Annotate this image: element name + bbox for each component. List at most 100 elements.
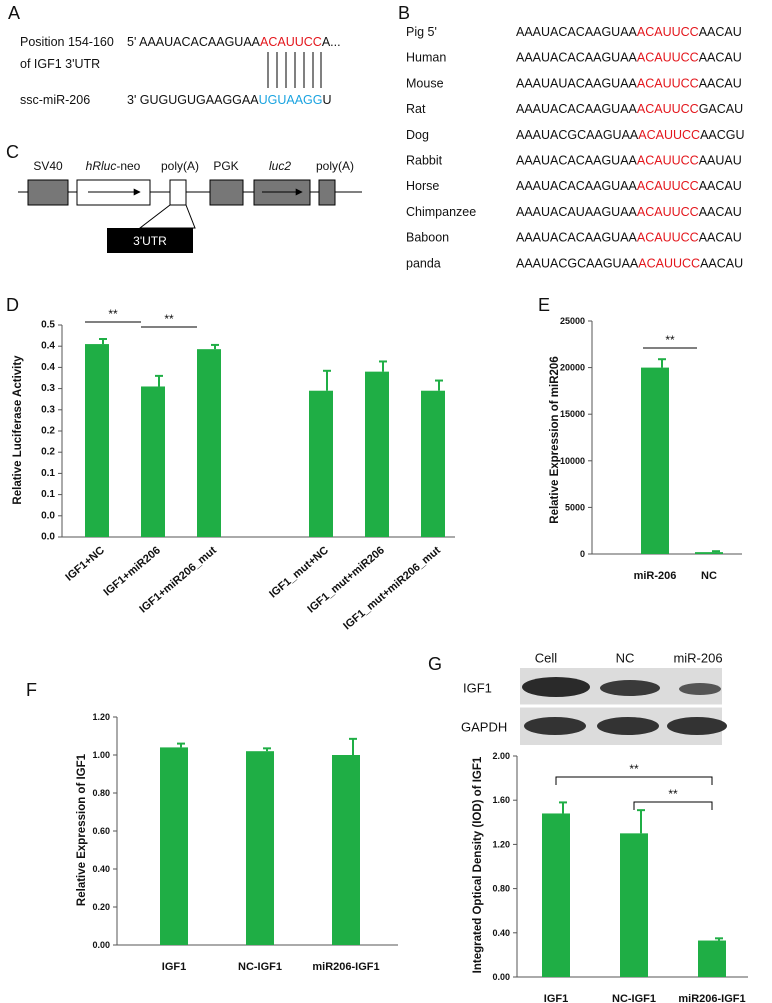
y-tick-label: 0.40 — [92, 864, 110, 874]
y-tick-label: 0 — [580, 549, 585, 559]
aligned-seq: AAAUACACAAGUAAACAUUCCAACAU — [516, 25, 742, 39]
y-tick-label: 0.00 — [92, 940, 110, 950]
species: Horse — [406, 179, 439, 193]
aligned-seq: AAAUACACAAGUAAACAUUCCAAUAU — [516, 154, 742, 168]
aligned-seq: AAAUACGCAAGUAAACAUUCCAACAU — [516, 256, 743, 270]
species: Baboon — [406, 231, 449, 245]
row-label: GAPDH — [461, 720, 507, 735]
y-tick-label: 1.20 — [492, 839, 510, 849]
y-tick-label: 0.00 — [492, 972, 510, 982]
bar — [309, 390, 333, 537]
bar — [695, 552, 723, 554]
seed: ACAUUCC — [637, 102, 699, 116]
x-tick-label: NC-IGF1 — [238, 961, 282, 973]
y-tick-label: 0.0 — [41, 532, 55, 543]
y-tick-label: 0.80 — [492, 884, 510, 894]
bar — [421, 390, 445, 537]
error-bar — [99, 337, 107, 345]
polya-label: poly(A) — [316, 159, 354, 173]
panel-c: C 3'UTR SV40 hRluc-neo poly(A) PGK luc2 … — [6, 142, 362, 253]
label-part: -neo — [116, 159, 140, 173]
bar — [365, 371, 389, 537]
band — [522, 677, 590, 697]
seq-part: AACAU — [699, 179, 742, 193]
species: Rat — [406, 102, 426, 116]
mirna-seq: 3' GUGUGUGAAGGAAUGUAAGGU — [127, 93, 332, 107]
lane-label: Cell — [535, 651, 558, 666]
bar — [542, 813, 570, 977]
significance-label: ** — [164, 312, 174, 326]
seq-part: AAAUACACAAGUAA — [516, 231, 638, 245]
aligned-seq: AAAUACACAAGUAAACAUUCCAACAU — [516, 231, 742, 245]
y-tick-label: 0.3 — [41, 383, 55, 394]
error-bar — [211, 343, 219, 350]
error-bar — [349, 737, 357, 755]
band — [600, 680, 660, 696]
bar — [197, 349, 221, 537]
species: Rabbit — [406, 154, 443, 168]
panel-letter: A — [8, 3, 20, 23]
seq-part: AAAUAUACAAGUAA — [516, 76, 638, 90]
aligned-seq: AAAUACACAAGUAAACAUUCCAACAU — [516, 51, 742, 65]
seed: ACAUUCC — [637, 231, 699, 245]
seq-part: AACAU — [699, 51, 742, 65]
species: panda — [406, 256, 441, 270]
panel-a: A Position 154-160 of IGF1 3'UTR ssc-miR… — [8, 3, 341, 107]
seq-part: GACAU — [699, 102, 743, 116]
y-tick-label: 0.4 — [41, 341, 55, 352]
species: Pig 5' — [406, 25, 437, 39]
seq-part: 3' GUGUGUGAAGGAA — [127, 93, 259, 107]
y-tick-label: 25000 — [560, 316, 585, 326]
seed: ACAUUCC — [637, 76, 699, 90]
y-tick-label: 15000 — [560, 409, 585, 419]
seed: ACAUUCC — [638, 256, 700, 270]
y-tick-label: 0.4 — [41, 362, 55, 373]
y-tick-label: 0.3 — [41, 404, 55, 415]
panel-letter: G — [428, 654, 442, 674]
blot: Cell NC miR-206 IGF1 GAPDH — [461, 651, 727, 745]
significance-label: ** — [665, 333, 675, 347]
aligned-seq: AAAUACACAAGUAAACAUUCCGACAU — [516, 102, 743, 116]
pairing-lines — [267, 52, 322, 88]
y-tick-label: 0.80 — [92, 788, 110, 798]
error-bar — [712, 550, 720, 553]
error-bar — [177, 742, 185, 748]
species: Dog — [406, 128, 429, 142]
y-axis-label: Relative Expression of IGF1 — [76, 753, 88, 906]
seq-part: AAAUACACAAGUAA — [516, 154, 638, 168]
seed: ACAUUCC — [637, 51, 699, 65]
y-tick-label: 0.40 — [492, 928, 510, 938]
bar — [698, 940, 726, 977]
y-axis-label: Relative Expression of miR206 — [549, 356, 561, 523]
utr-label: 3'UTR — [133, 234, 167, 248]
seed: ACAUUCC — [638, 128, 700, 142]
y-tick-label: 0.2 — [41, 426, 55, 437]
aligned-seq: AAAUACGCAAGUAAACAUUCCAACGU — [516, 128, 745, 142]
seq-part: AAAUACGCAAGUAA — [516, 256, 639, 270]
lane-label: miR-206 — [673, 651, 722, 666]
utr-box — [107, 228, 193, 253]
sv40-label: SV40 — [33, 159, 63, 173]
hrluc-label: hRluc-neo — [86, 159, 141, 173]
band — [679, 683, 721, 695]
significance-bracket — [555, 776, 713, 785]
x-tick-label: NC-IGF1 — [612, 993, 656, 1003]
y-tick-label: 2.00 — [492, 751, 510, 761]
error-bar — [658, 358, 666, 368]
seq-part: A... — [322, 35, 341, 49]
row-label: IGF1 — [463, 681, 492, 696]
seq-part: 5' AAAUACACAAGUAA — [127, 35, 261, 49]
polya-box — [318, 179, 336, 206]
label-part: hRluc — [86, 159, 117, 173]
bar — [246, 751, 274, 945]
y-tick-label: 10000 — [560, 456, 585, 466]
y-tick-label: 0.20 — [92, 902, 110, 912]
x-tick-label: miR-206 — [634, 570, 677, 582]
x-tick-label: IGF1_mut+miR206_mut — [341, 544, 443, 632]
y-tick-label: 20000 — [560, 363, 585, 373]
seed: UGUAAGG — [259, 93, 323, 107]
y-tick-label: 5000 — [565, 502, 585, 512]
seed: ACAUUCC — [637, 179, 699, 193]
